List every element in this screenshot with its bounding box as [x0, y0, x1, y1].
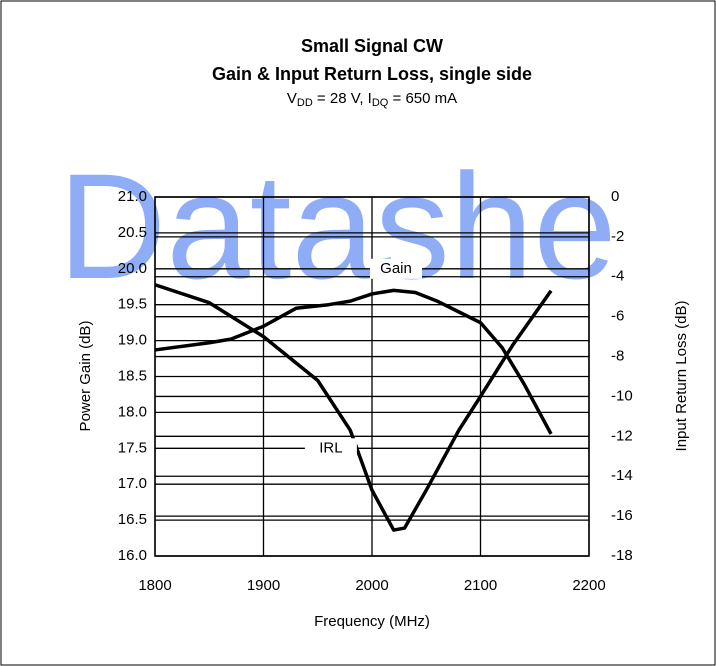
- y-tick-label: 18.0: [118, 403, 147, 420]
- y-tick-label: 18.5: [118, 367, 147, 384]
- y-axis-label: Power Gain (dB): [77, 321, 94, 432]
- annotation-bg: [304, 438, 357, 459]
- y-tick-label: 19.5: [118, 296, 147, 313]
- y2-tick-label: 0: [611, 188, 619, 205]
- chart-subtitle: VDD = 28 V, IDQ = 650 mA: [287, 90, 457, 109]
- y2-axis-label: Input Return Loss (dB): [673, 301, 690, 452]
- y-tick-label: 16.0: [118, 547, 147, 564]
- chart-title-line2: Gain & Input Return Loss, single side: [212, 64, 532, 84]
- y2-tick-label: -18: [611, 547, 633, 564]
- y-tick-label: 20.0: [118, 260, 147, 277]
- x-axis-label: Frequency (MHz): [314, 613, 430, 630]
- y2-tick-label: -6: [611, 308, 624, 325]
- x-tick-label: 2200: [572, 577, 605, 594]
- y2-tick-label: -10: [611, 387, 633, 404]
- y2-tick-label: -4: [611, 268, 624, 285]
- subtitle-part: DQ: [372, 97, 389, 109]
- x-tick-label: 1800: [138, 577, 171, 594]
- y-tick-label: 21.0: [118, 188, 147, 205]
- line-series: [154, 288, 553, 435]
- y2-tick-label: -8: [611, 348, 624, 365]
- annotation: IRL: [319, 439, 342, 456]
- y-tick-label: 16.5: [118, 511, 147, 528]
- annotation: Gain: [380, 260, 412, 277]
- y-tick-label: 17.0: [118, 475, 147, 492]
- plot-border: [154, 196, 590, 557]
- subtitle-part: V: [287, 90, 297, 107]
- annotation-bg: [370, 258, 422, 279]
- y-tick-label: 20.5: [118, 224, 147, 241]
- x-tick-label: 1900: [247, 577, 280, 594]
- x-tick-label: 2100: [464, 577, 497, 594]
- subtitle-part: DD: [297, 97, 313, 109]
- x-tick-label: 2000: [355, 577, 388, 594]
- y2-tick-label: -12: [611, 427, 633, 444]
- line-series: [154, 283, 553, 532]
- watermark: Datashe: [58, 142, 617, 310]
- y2-tick-label: -2: [611, 228, 624, 245]
- subtitle-part: = 650 mA: [388, 90, 457, 107]
- subtitle-part: = 28 V, I: [313, 90, 372, 107]
- y-tick-label: 17.5: [118, 439, 147, 456]
- y2-tick-label: -14: [611, 467, 633, 484]
- chart-title: Small Signal CW: [301, 36, 443, 56]
- y-tick-label: 19.0: [118, 332, 147, 349]
- y2-tick-label: -16: [611, 507, 633, 524]
